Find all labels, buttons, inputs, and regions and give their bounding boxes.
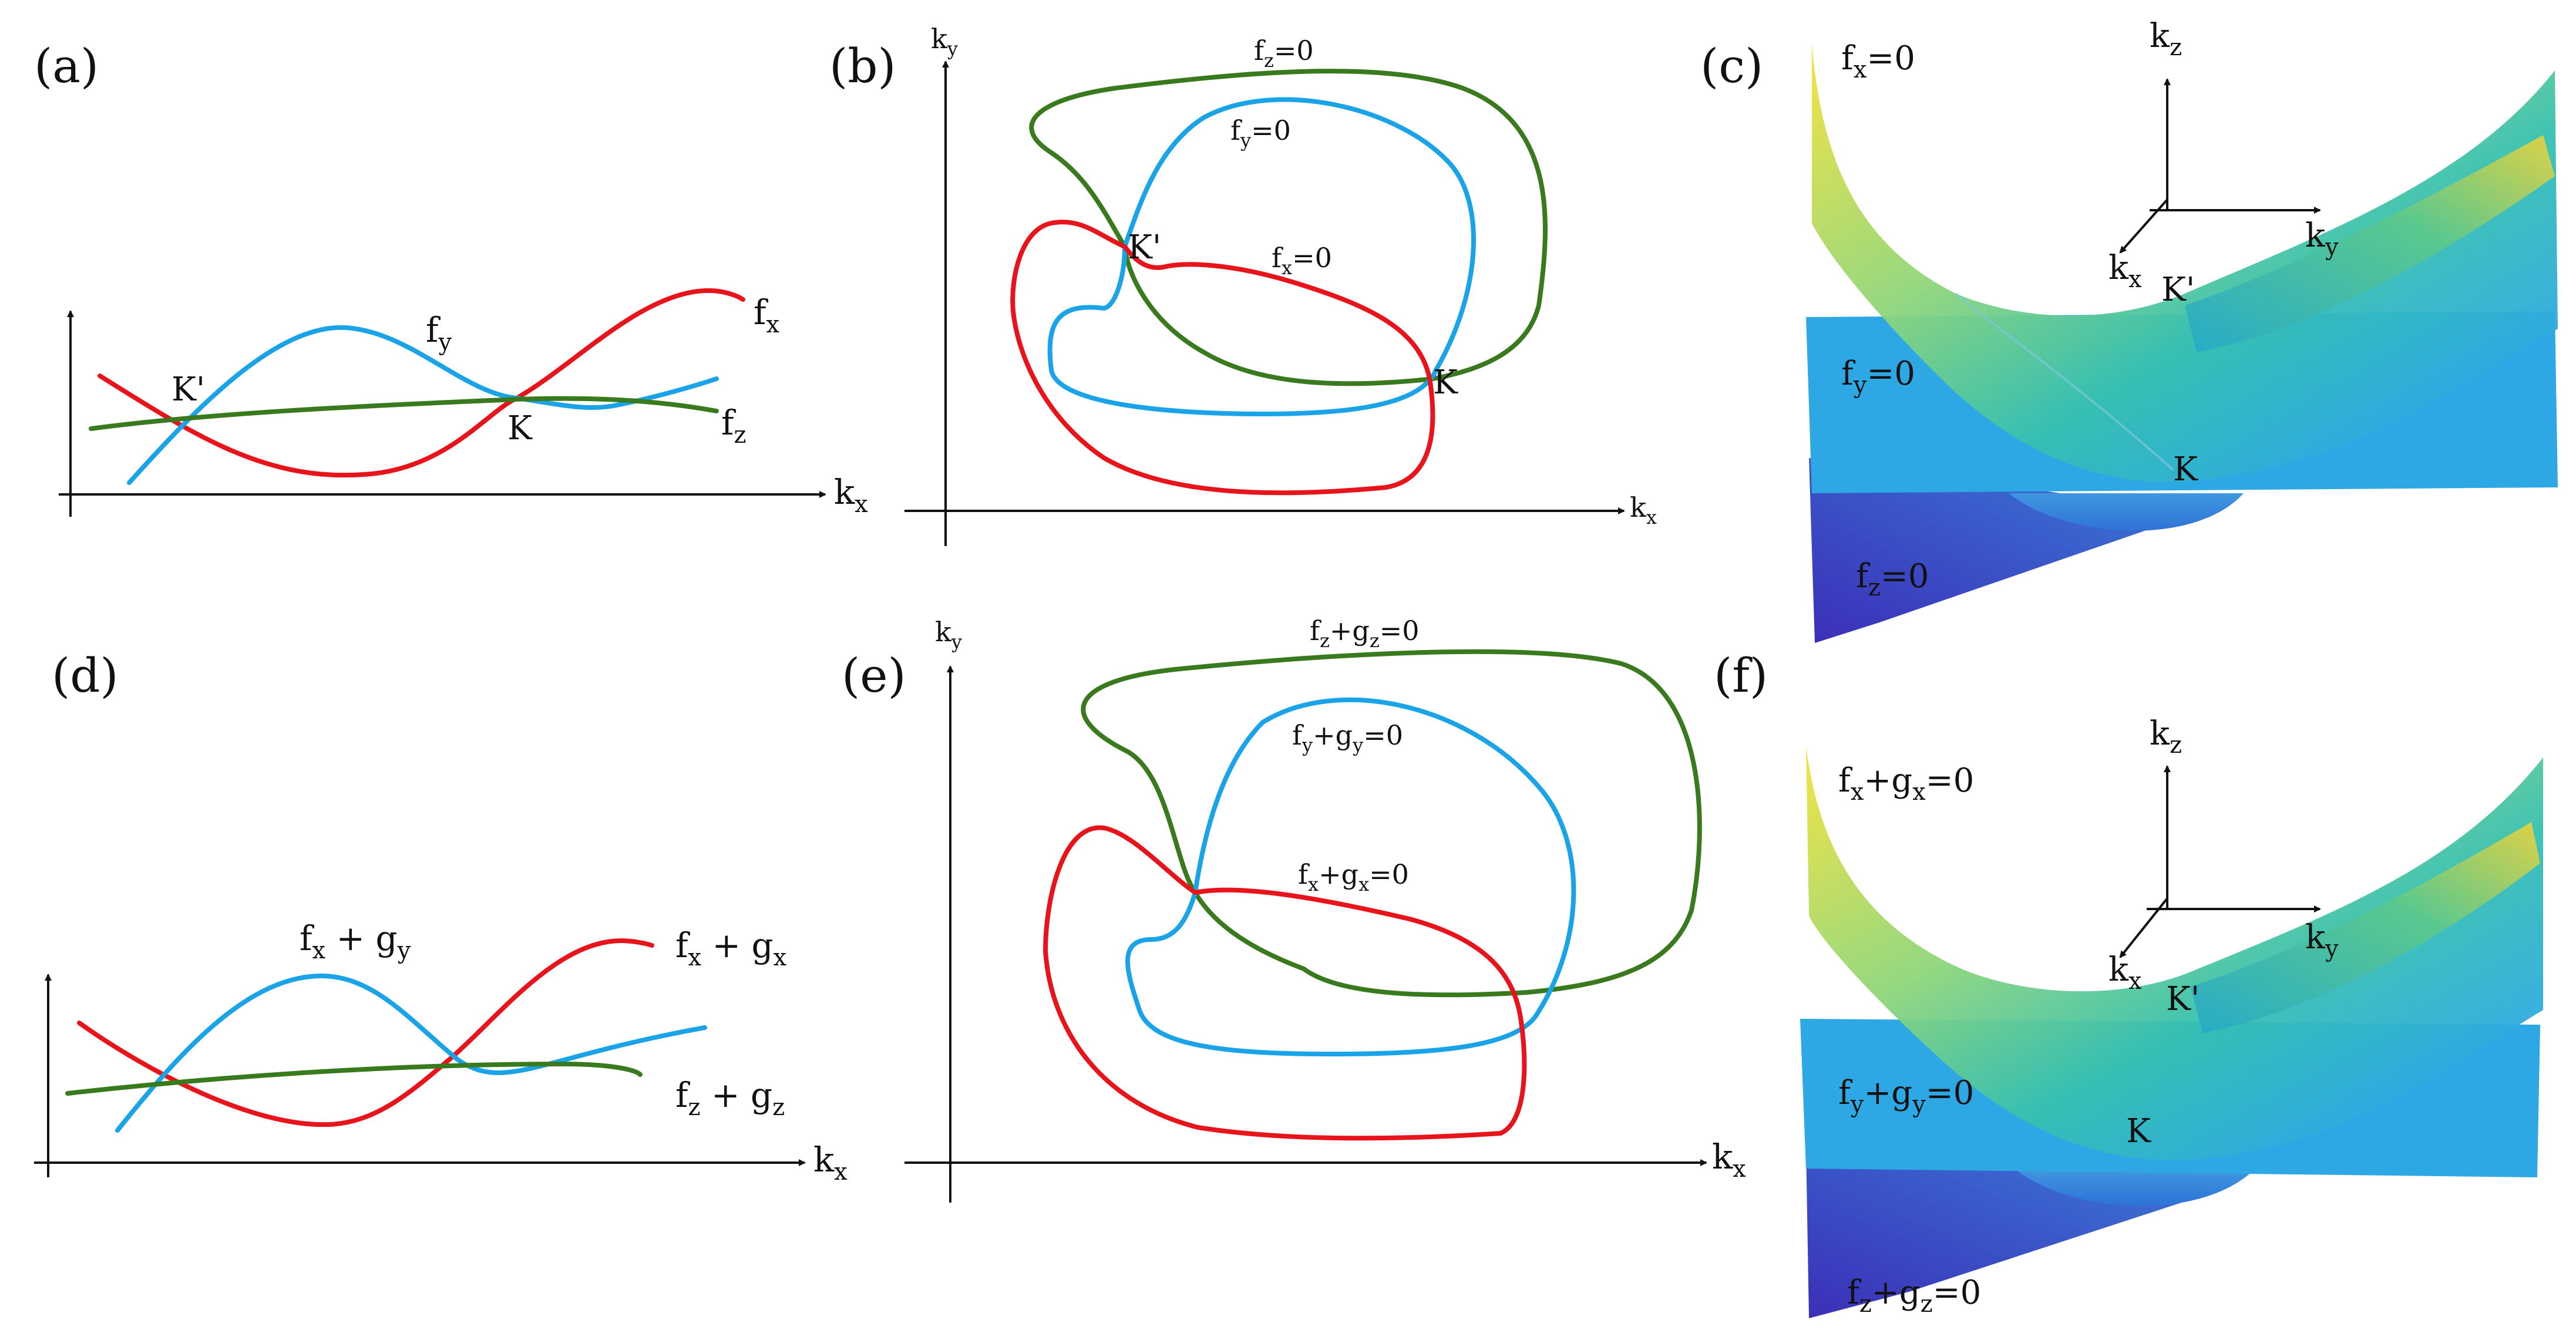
panel-c-kx-axis bbox=[2119, 198, 2168, 254]
panel-e-label-fzgz: fz+gz=0 bbox=[1310, 615, 1420, 652]
panel-a: (a) kx fx fy fz K' K bbox=[34, 39, 868, 518]
panel-a-curve-fz bbox=[89, 396, 719, 431]
panel-c-label-fy: fy=0 bbox=[1841, 355, 1915, 399]
panel-c-label-fz: fz=0 bbox=[1856, 557, 1929, 601]
panel-f-surface-fxgx bbox=[1806, 746, 2543, 1161]
panel-f-label-fxgx: fx+gx=0 bbox=[1838, 762, 1974, 806]
panel-c-point-kprime: K' bbox=[2161, 271, 2195, 309]
panel-b-loop-fz bbox=[1029, 69, 1548, 386]
panel-a-label: (a) bbox=[34, 39, 99, 93]
panel-d-label-fxgx: fx + gx bbox=[675, 925, 787, 971]
panel-b-loop-fy bbox=[1047, 97, 1476, 416]
panel-c-label-fx: fx=0 bbox=[1841, 39, 1915, 83]
panel-b-loop-fx bbox=[1010, 220, 1435, 496]
panel-f-point-k: K bbox=[2126, 1112, 2151, 1150]
panel-b-label-fz: fz=0 bbox=[1254, 35, 1314, 72]
panel-d-curve-fxgy bbox=[115, 973, 707, 1133]
panel-e-label: (e) bbox=[842, 648, 906, 703]
panel-b-x-axis-label: kx bbox=[1630, 491, 1657, 528]
panel-d-curve-fxgx bbox=[77, 938, 654, 1127]
panel-d-label: (d) bbox=[52, 648, 119, 703]
panel-f-kx-axis bbox=[2119, 897, 2168, 958]
panel-d-label-fxgy: fx + gy bbox=[300, 918, 411, 964]
panel-e-label-fygy: fy+gy=0 bbox=[1292, 719, 1403, 756]
panel-f-point-kprime: K' bbox=[2166, 980, 2200, 1018]
panel-d-curve-fzgz bbox=[65, 1062, 643, 1096]
panel-c-sheet bbox=[2185, 135, 2555, 352]
panel-d: (d) kx fx + gx fx + gy fz + gz bbox=[34, 648, 848, 1186]
panel-b: (b) ky kx fz=0 fy=0 fx=0 K' K bbox=[829, 23, 1657, 546]
panel-a-x-axis-label: kx bbox=[834, 472, 868, 518]
panel-c-point-k: K bbox=[2173, 450, 2198, 489]
panel-c-ky-label: ky bbox=[2305, 217, 2339, 261]
panel-c-kx-label: kx bbox=[2108, 249, 2142, 293]
panel-e: (e) ky kx fz+gz=0 fy+gy=0 fx+gx=0 bbox=[842, 615, 1746, 1203]
panel-c-label: (c) bbox=[1700, 39, 1763, 93]
panel-b-label-fy: fy=0 bbox=[1230, 115, 1291, 151]
panel-f-label: (f) bbox=[1714, 648, 1768, 703]
panel-c-kz-label: kz bbox=[2150, 17, 2182, 61]
panel-a-label-fz: fz bbox=[721, 403, 746, 449]
panel-e-y-axis-label: ky bbox=[935, 616, 962, 653]
panel-a-curve-fx bbox=[97, 288, 745, 478]
panel-d-x-axis-label: kx bbox=[813, 1140, 848, 1186]
panel-f-sheet bbox=[2191, 822, 2540, 1033]
panel-f-kx-label: kx bbox=[2108, 951, 2142, 995]
panel-d-label-fzgz: fz + gz bbox=[675, 1075, 785, 1121]
panel-c-surface-fx bbox=[1812, 44, 2558, 482]
panel-f-kz-label: kz bbox=[2150, 715, 2182, 759]
panel-e-label-fxgx: fx+gx=0 bbox=[1298, 858, 1409, 895]
panel-b-y-axis-label: ky bbox=[931, 23, 958, 60]
panel-a-point-kprime: K' bbox=[171, 371, 205, 409]
panel-c-intersection bbox=[1955, 292, 2174, 471]
panel-c-bowl bbox=[2009, 493, 2244, 531]
panel-a-label-fx: fx bbox=[754, 292, 779, 338]
panel-c: (c) kz ky kx fx=0 fy=0 fz=0 K' K bbox=[1700, 17, 2558, 643]
panel-a-point-k: K bbox=[507, 409, 533, 447]
panel-b-point-k: K bbox=[1433, 363, 1458, 402]
panel-e-loop-fzgz bbox=[1081, 649, 1702, 998]
panel-f: (f) kz ky kx fx+gx=0 fy+gy=0 fz+gz=0 K' … bbox=[1714, 648, 2543, 1318]
panel-b-point-kprime: K' bbox=[1128, 228, 1161, 267]
panel-b-label: (b) bbox=[829, 39, 896, 93]
panel-e-loop-fxgx bbox=[1043, 825, 1527, 1141]
panel-b-label-fx: fx=0 bbox=[1272, 242, 1332, 279]
panel-f-bowl bbox=[2015, 1169, 2255, 1206]
panel-e-loop-fygy bbox=[1125, 697, 1576, 1056]
panel-e-x-axis-label: kx bbox=[1712, 1137, 1746, 1183]
panel-a-label-fy: fy bbox=[426, 310, 452, 356]
